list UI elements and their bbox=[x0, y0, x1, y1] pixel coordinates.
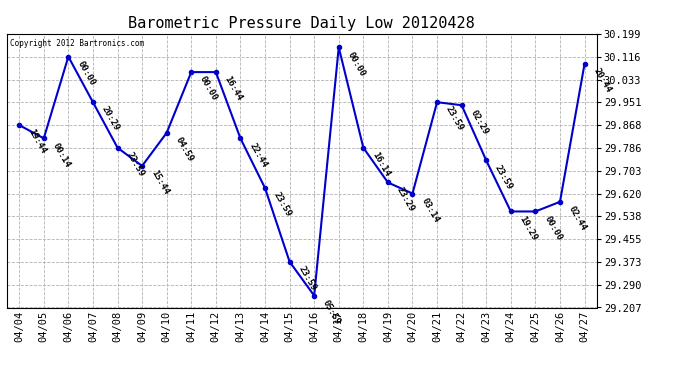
Text: 00:14: 00:14 bbox=[51, 141, 72, 169]
Text: 04:59: 04:59 bbox=[174, 136, 195, 164]
Text: 05:59: 05:59 bbox=[321, 298, 342, 326]
Text: 19:44: 19:44 bbox=[26, 128, 48, 156]
Text: 02:29: 02:29 bbox=[469, 108, 490, 136]
Text: 15:44: 15:44 bbox=[149, 169, 170, 196]
Text: 23:59: 23:59 bbox=[444, 105, 465, 133]
Text: 00:00: 00:00 bbox=[346, 50, 367, 78]
Text: 23:59: 23:59 bbox=[272, 191, 293, 219]
Text: 20:44: 20:44 bbox=[591, 67, 613, 94]
Text: 23:29: 23:29 bbox=[395, 185, 416, 213]
Title: Barometric Pressure Daily Low 20120428: Barometric Pressure Daily Low 20120428 bbox=[128, 16, 475, 31]
Text: 00:00: 00:00 bbox=[542, 214, 564, 242]
Text: 22:44: 22:44 bbox=[248, 141, 268, 169]
Text: 16:44: 16:44 bbox=[223, 75, 244, 103]
Text: 23:59: 23:59 bbox=[124, 150, 146, 178]
Text: 03:14: 03:14 bbox=[420, 196, 441, 224]
Text: 23:59: 23:59 bbox=[297, 264, 318, 292]
Text: 23:59: 23:59 bbox=[493, 163, 515, 191]
Text: 00:00: 00:00 bbox=[75, 59, 97, 87]
Text: Copyright 2012 Bartronics.com: Copyright 2012 Bartronics.com bbox=[10, 39, 144, 48]
Text: 16:14: 16:14 bbox=[371, 150, 391, 178]
Text: 02:44: 02:44 bbox=[567, 205, 588, 232]
Text: 20:29: 20:29 bbox=[100, 105, 121, 133]
Text: 00:00: 00:00 bbox=[198, 75, 219, 103]
Text: 19:29: 19:29 bbox=[518, 214, 539, 242]
